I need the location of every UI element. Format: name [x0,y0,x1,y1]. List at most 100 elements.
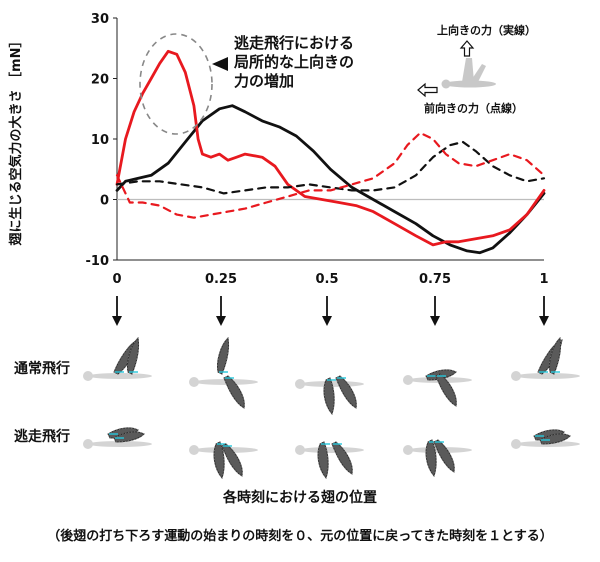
wing-illustration-icon [189,441,258,480]
wing-shape [223,375,245,409]
wing-shape [113,431,145,443]
time-arrow-head-icon [112,316,122,326]
annotation-pointer-icon [212,57,228,71]
legend: 上向きの力（実線） 前向きの力（点線） [417,23,536,115]
series-line-2 [115,140,546,195]
wing-membrane [549,336,561,375]
row-label-escape: 逃走飛行 [14,428,70,445]
wing-membrane [331,441,353,475]
series-line-0 [115,104,546,255]
wing-shape [435,373,457,407]
wing-membrane [433,439,455,473]
wing-mesh [223,375,245,409]
wing-illustration-icon [511,336,580,381]
wing-shape [433,439,455,473]
wing-shape [317,441,330,480]
wing-shape [217,336,229,375]
x-axis-caption: 各時刻における翅の位置 [222,489,377,506]
dragonfly-silhouette-icon [441,58,496,89]
wing-mesh [433,439,455,473]
wing-illustration-icon [403,369,472,407]
legend-forward-label: 前向きの力（点線） [424,101,523,115]
wing-mesh [435,373,457,407]
body-silhouette [300,447,364,453]
x-axis-note: （後翅の打ち下ろす運動の始まりの時刻を０、元の位置に戻ってきた時刻を１とする） [47,528,553,544]
wing-shape [107,427,139,439]
y-tick-label: 30 [91,12,109,27]
annotation-line-2: 局所的な上向きの [233,53,354,71]
forward-arrow-icon [417,82,438,98]
head-silhouette [511,439,521,449]
wing-illustration-icon [295,375,364,416]
head-silhouette [511,371,521,381]
annotation: 逃走飛行における 局所的な上向きの 力の増加 [233,34,354,90]
x-tick-label: 0.75 [419,272,451,287]
head-silhouette [295,445,305,455]
y-tick-label: 0 [100,194,109,209]
y-tick-labels: 30 20 10 0 -10 [86,12,110,269]
time-arrow-head-icon [322,316,332,326]
wing-mesh [549,337,561,375]
wing-shape [323,377,336,416]
x-tick-labels: 0 0.25 0.5 0.75 1 [112,272,548,287]
y-axis-label-text: 翅に生じる空気力の大きさ ［mN］ [8,35,24,247]
head-silhouette [403,375,413,385]
plot-area [113,17,546,261]
series-line-1 [115,49,546,247]
y-tick-label: -10 [86,254,110,269]
wing-illustration-icon [511,429,580,449]
x-tick-label: 0.25 [205,272,237,287]
wing-shape [127,336,139,375]
wing-mesh [217,337,229,375]
wing-mesh [317,441,329,479]
y-tick-label: 10 [91,133,109,148]
wing-mesh [113,339,139,375]
wing-shape [549,336,561,375]
y-tick-label: 20 [91,73,109,88]
annotation-line-1: 逃走飛行における [234,34,354,52]
head-silhouette [83,371,93,381]
wing-mesh [213,441,225,479]
wing-shape [221,443,243,477]
wing-illustration-icon [83,427,152,449]
wing-illustration-icon [403,439,472,478]
wing-mesh [323,377,335,415]
body-silhouette [516,373,580,379]
wing-illustrations [83,336,580,480]
wing-shape [335,375,357,409]
wing-shape [331,441,353,475]
head-silhouette [295,379,305,389]
wing-membrane [217,336,229,375]
y-axis-label: 翅に生じる空気力の大きさ ［mN］ [8,35,24,247]
up-arrow-icon [459,40,475,57]
wing-membrane [425,439,437,478]
time-arrow-head-icon [216,316,226,326]
wing-illustration-icon [295,441,364,480]
wing-mesh [425,369,457,381]
time-arrows [112,296,549,326]
time-arrow-head-icon [430,316,440,326]
peak-highlight-ellipse [139,33,213,135]
annotation-line-3: 力の増加 [234,72,294,90]
wing-shape [213,441,226,480]
x-tick-label: 0.5 [315,272,338,287]
wing-mesh [335,375,357,409]
wing-mesh [331,441,353,475]
wing-mesh [425,439,437,477]
body-silhouette [88,441,152,447]
row-label-normal: 通常飛行 [14,360,70,377]
body-silhouette [88,373,152,379]
time-arrow-head-icon [539,316,549,326]
legend-upward-label: 上向きの力（実線） [437,23,536,37]
wing-illustration-icon [189,336,258,409]
wing-mesh [113,431,145,443]
x-tick-label: 0 [112,272,121,287]
head-silhouette [83,439,93,449]
wing-mesh [539,433,571,445]
series-line-3 [115,131,546,219]
wing-mesh [127,337,139,375]
head-silhouette [189,445,199,455]
head-silhouette [403,445,413,455]
head-silhouette [189,377,199,387]
